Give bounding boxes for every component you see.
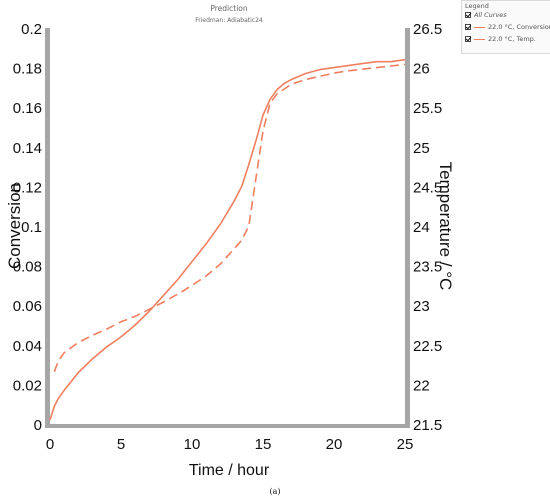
legend-item-temp[interactable]: 22.0 °C, Temp. xyxy=(465,34,536,44)
figure-caption: (a) xyxy=(269,487,280,496)
y2-tick-label: 25.5 xyxy=(413,100,442,117)
y2-tick-label: 26.5 xyxy=(413,21,442,38)
bottom-tick-labels: 0 5 10 15 20 25 xyxy=(46,436,414,453)
x-tick-label: 0 xyxy=(46,436,54,453)
series-lines xyxy=(49,58,406,421)
x-tick-label: 25 xyxy=(397,436,414,453)
bottom-axis-bar xyxy=(45,424,410,428)
y-tick-label: 0.1 xyxy=(21,219,42,236)
right-tick-labels: 21.5 22 22.5 23 23.5 24 24.5 25 25.5 26 26.5 xyxy=(413,21,442,434)
checkbox-all-curves[interactable] xyxy=(465,12,471,18)
x-tick-label: 20 xyxy=(326,436,343,453)
y2-tick-label: 23.5 xyxy=(413,259,442,276)
series-line-temperature xyxy=(53,63,406,372)
checkbox-conversion[interactable] xyxy=(465,24,471,30)
x-tick-label: 5 xyxy=(117,436,125,453)
y-tick-label: 0.18 xyxy=(13,61,42,78)
y2-tick-label: 22 xyxy=(413,377,430,394)
x-axis-label: Time / hour xyxy=(189,462,270,479)
checkbox-temp[interactable] xyxy=(465,36,471,42)
y2-tick-label: 23 xyxy=(413,298,430,315)
legend-label-conversion: 22.0 °C, Conversion xyxy=(488,23,550,31)
legend-swatch-temp xyxy=(474,38,485,40)
y2-tick-label: 26 xyxy=(413,61,430,78)
legend-header: Legend xyxy=(465,2,489,10)
y2-tick-label: 24.5 xyxy=(413,179,442,196)
chart-title: Prediction xyxy=(210,4,248,13)
legend-all-label: All Curves xyxy=(474,11,507,19)
y-tick-label: 0.2 xyxy=(21,21,42,38)
y-tick-label: 0.12 xyxy=(13,179,42,196)
legend-panel: Legend All Curves 22.0 °C, Conversion 22… xyxy=(461,0,550,54)
legend-item-conversion[interactable]: 22.0 °C, Conversion xyxy=(465,22,550,32)
series-line-conversion xyxy=(49,58,406,421)
y2-tick-label: 25 xyxy=(413,140,430,157)
y-tick-label: 0.06 xyxy=(13,298,42,315)
legend-label-temp: 22.0 °C, Temp. xyxy=(488,35,536,43)
legend-all-curves[interactable]: All Curves xyxy=(465,10,507,20)
y-axis-label: Conversion xyxy=(5,183,24,269)
y-tick-label: 0.02 xyxy=(13,377,42,394)
y-tick-label: 0.04 xyxy=(13,338,42,355)
legend-swatch-conversion xyxy=(474,26,485,28)
y-tick-label: 0 xyxy=(34,417,42,434)
y-tick-label: 0.16 xyxy=(13,100,42,117)
y2-tick-label: 24 xyxy=(413,219,430,236)
left-axis-bar xyxy=(45,28,50,428)
y2-axis-label: Temperature / °C xyxy=(436,162,455,291)
y-tick-label: 0.14 xyxy=(13,140,42,157)
y2-tick-label: 22.5 xyxy=(413,338,442,355)
y-tick-label: 0.08 xyxy=(13,259,42,276)
right-axis-bar xyxy=(405,28,410,428)
left-tick-labels: 0 0.02 0.04 0.06 0.08 0.1 0.12 0.14 0.16 0.18 0.2 xyxy=(13,21,42,434)
x-tick-label: 10 xyxy=(184,436,201,453)
x-tick-label: 15 xyxy=(255,436,272,453)
chart-subtitle: Friedman: Adiabatic24 xyxy=(195,17,263,24)
y2-tick-label: 21.5 xyxy=(413,417,442,434)
